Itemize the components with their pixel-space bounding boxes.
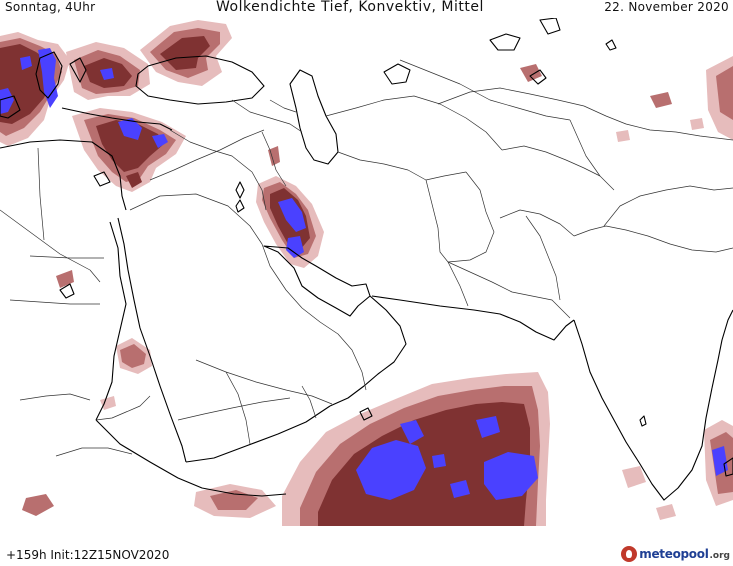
map-canvas: [0, 18, 733, 526]
cloud-patch: [268, 146, 280, 166]
cloud-patch: [56, 270, 74, 288]
cloud-patch: [616, 130, 630, 142]
cloud-layer: [0, 20, 733, 526]
map-footer: +159h Init:12Z15NOV2020 meteopool .org: [0, 526, 733, 566]
meteopool-logo: meteopool .org: [621, 544, 730, 564]
weather-map: [0, 18, 733, 526]
forecast-run-info: +159h Init:12Z15NOV2020: [6, 548, 170, 562]
logo-icon: [621, 546, 638, 562]
cloud-region-zagros: [256, 176, 324, 268]
country-borders: [0, 59, 733, 457]
coastlines: [0, 18, 733, 501]
map-header: Sonntag, 4Uhr Wolkendichte Tief, Konvekt…: [0, 0, 733, 18]
cloud-patch: [520, 64, 542, 82]
cloud-region-arabian-sea: [282, 372, 550, 526]
cloud-region-turkey: [66, 42, 150, 100]
map-title: Wolkendichte Tief, Konvektiv, Mittel: [216, 0, 484, 15]
cloud-region-blacksea: [140, 20, 232, 86]
logo-name: meteopool: [639, 547, 709, 561]
cloud-patch: [650, 92, 672, 108]
cloud-patch: [690, 118, 704, 130]
day-time-label: Sonntag, 4Uhr: [5, 0, 96, 14]
date-label: 22. November 2020: [604, 0, 729, 14]
logo-tld: .org: [709, 550, 730, 561]
